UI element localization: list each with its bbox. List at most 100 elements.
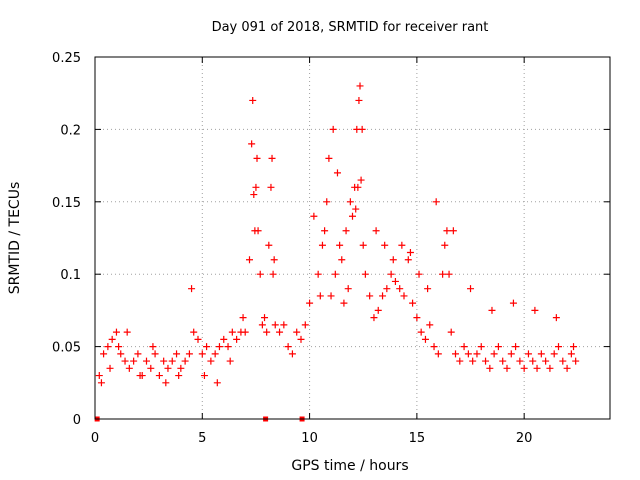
y-tick-label: 0.25 <box>52 51 81 66</box>
data-point <box>198 350 206 358</box>
data-point <box>233 335 241 343</box>
data-point <box>203 343 211 351</box>
data-point <box>162 379 170 387</box>
data-point <box>520 364 528 372</box>
data-point <box>194 335 202 343</box>
data-point <box>379 292 387 300</box>
data-point <box>314 270 322 278</box>
x-tick-label: 20 <box>516 431 533 446</box>
data-points <box>95 82 580 387</box>
data-point <box>509 299 517 307</box>
x-axis-label: GPS time / hours <box>291 458 408 474</box>
data-point <box>441 241 449 249</box>
data-point <box>552 314 560 322</box>
data-point <box>306 299 314 307</box>
data-point <box>404 256 412 264</box>
data-point <box>121 357 129 365</box>
data-point <box>253 154 261 162</box>
data-point <box>499 357 507 365</box>
data-point <box>265 241 273 249</box>
x-tick-label: 5 <box>198 431 206 446</box>
data-point <box>415 270 423 278</box>
data-point <box>542 357 550 365</box>
data-point <box>136 372 144 380</box>
data-point <box>424 285 432 293</box>
data-point <box>516 357 524 365</box>
data-point <box>256 270 264 278</box>
data-point <box>155 372 163 380</box>
data-point <box>310 212 318 220</box>
data-point <box>188 285 196 293</box>
data-point <box>246 256 253 264</box>
data-point <box>316 292 324 300</box>
data-point <box>352 205 360 213</box>
data-point <box>149 343 157 351</box>
data-point <box>359 241 367 249</box>
data-point <box>175 372 183 380</box>
data-point <box>443 227 451 235</box>
data-point <box>125 364 133 372</box>
data-point <box>430 343 438 351</box>
data-point <box>269 270 277 278</box>
data-point <box>249 96 257 104</box>
data-point <box>372 227 380 235</box>
data-point <box>533 364 541 372</box>
data-point <box>151 350 159 358</box>
data-point <box>327 292 335 300</box>
data-point <box>123 328 131 336</box>
data-point <box>301 321 309 329</box>
data-point <box>381 241 389 249</box>
data-point <box>215 343 223 351</box>
data-point <box>550 350 558 358</box>
data-point <box>445 270 453 278</box>
data-point <box>529 357 537 365</box>
data-point <box>321 227 329 235</box>
y-tick-label: 0.2 <box>60 123 81 138</box>
data-point <box>220 335 228 343</box>
data-point <box>185 350 193 358</box>
data-point <box>228 328 236 336</box>
data-point <box>342 227 350 235</box>
data-point <box>349 212 356 220</box>
data-point <box>391 277 399 285</box>
axis-ticks: 0 0.05 0.1 0.15 0.2 0.25 0 5 10 15 20 <box>52 51 610 446</box>
y-axis-label: SRMTID / TECUs <box>7 182 23 295</box>
data-point <box>270 256 278 264</box>
data-point <box>396 285 404 293</box>
data-point <box>346 198 354 206</box>
chart-title: Day 091 of 2018, SRMTID for receiver ran… <box>212 20 489 35</box>
data-point <box>207 357 215 365</box>
data-point <box>357 176 365 184</box>
data-point <box>486 364 494 372</box>
data-point <box>248 140 256 148</box>
data-point <box>449 227 457 235</box>
data-point <box>323 198 331 206</box>
grid-lines <box>95 57 610 419</box>
data-point <box>467 285 475 293</box>
data-point <box>452 350 459 358</box>
data-point <box>400 292 408 300</box>
data-point <box>224 343 232 351</box>
data-point <box>318 241 326 249</box>
data-point <box>181 357 189 365</box>
data-point <box>226 357 234 365</box>
data-point <box>160 357 168 365</box>
data-point <box>211 350 219 358</box>
data-point <box>434 350 442 358</box>
data-point <box>366 292 374 300</box>
data-point <box>276 328 284 336</box>
data-point <box>340 299 348 307</box>
data-point <box>464 350 472 358</box>
data-point <box>241 328 249 336</box>
data-point <box>104 343 112 351</box>
data-point <box>239 314 247 322</box>
data-point <box>288 350 296 358</box>
data-point <box>267 183 275 191</box>
data-point <box>261 314 269 322</box>
data-point <box>354 183 362 191</box>
data-point <box>426 321 434 329</box>
data-point <box>344 285 352 293</box>
data-point <box>293 328 301 336</box>
data-point <box>546 364 554 372</box>
